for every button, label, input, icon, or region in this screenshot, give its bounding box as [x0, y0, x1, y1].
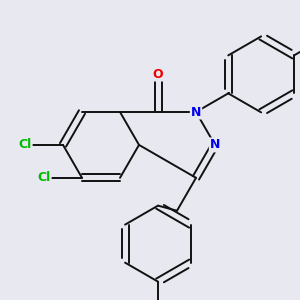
Text: Cl: Cl — [18, 138, 32, 152]
Text: N: N — [191, 106, 201, 118]
Text: O: O — [153, 68, 163, 80]
Text: Cl: Cl — [38, 171, 51, 184]
Text: N: N — [210, 138, 220, 152]
